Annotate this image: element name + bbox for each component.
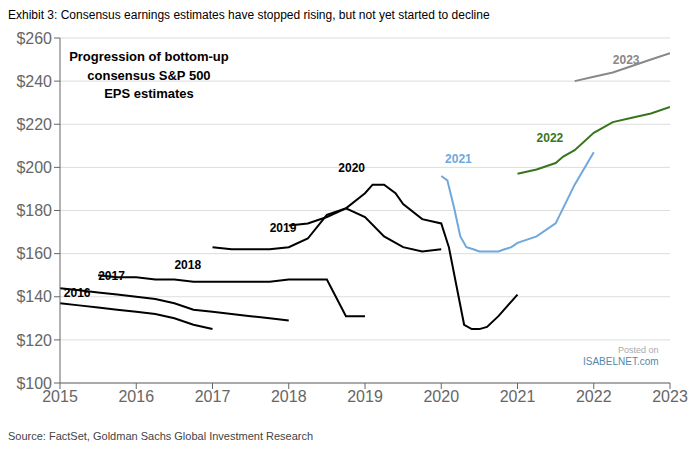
svg-text:2016: 2016 xyxy=(118,388,154,405)
svg-text:2020: 2020 xyxy=(338,161,365,175)
html-text:ISABELNET.com: ISABELNET.com xyxy=(583,355,659,367)
svg-text:$160: $160 xyxy=(16,245,52,262)
html-text:Posted on: Posted on xyxy=(618,345,659,356)
svg-text:2018: 2018 xyxy=(271,388,307,405)
svg-text:$240: $240 xyxy=(16,73,52,90)
svg-text:2022: 2022 xyxy=(537,131,564,145)
svg-text:$100: $100 xyxy=(16,375,52,392)
svg-text:$180: $180 xyxy=(16,202,52,219)
svg-text:$220: $220 xyxy=(16,116,52,133)
html-text:Progression of bottom-up: Progression of bottom-up xyxy=(69,49,229,65)
svg-text:$140: $140 xyxy=(16,288,52,305)
svg-text:2017: 2017 xyxy=(98,269,125,283)
svg-text:2023: 2023 xyxy=(613,53,640,67)
svg-text:2023: 2023 xyxy=(652,388,688,405)
svg-text:2017: 2017 xyxy=(195,388,231,405)
svg-text:2016: 2016 xyxy=(64,286,91,300)
svg-text:2021: 2021 xyxy=(500,388,536,405)
svg-text:2015: 2015 xyxy=(42,388,78,406)
svg-text:$120: $120 xyxy=(16,332,52,349)
svg-text:2021: 2021 xyxy=(445,152,472,166)
svg-text:$260: $260 xyxy=(16,30,52,47)
html-text:Source: FactSet, Goldman Sachs: Source: FactSet, Goldman Sachs Global In… xyxy=(8,430,314,442)
html-text:Exhibit 3: Consensus earnings: Exhibit 3: Consensus earnings estimates … xyxy=(8,8,490,22)
svg-text:2018: 2018 xyxy=(174,258,201,272)
svg-text:$200: $200 xyxy=(16,159,52,176)
html-text:EPS estimates: EPS estimates xyxy=(104,85,194,101)
html-text:consensus S&P 500: consensus S&P 500 xyxy=(87,67,211,83)
svg-text:2022: 2022 xyxy=(576,388,612,405)
svg-text:2020: 2020 xyxy=(423,388,459,405)
svg-text:2019: 2019 xyxy=(270,221,297,235)
svg-text:2019: 2019 xyxy=(347,388,383,405)
